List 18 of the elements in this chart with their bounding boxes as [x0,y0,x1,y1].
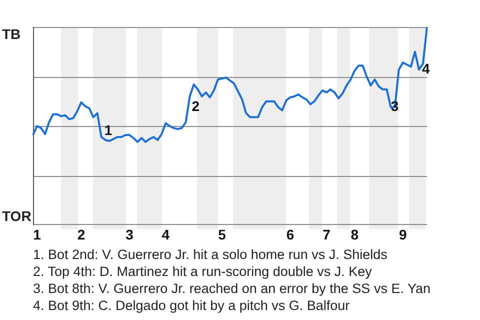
ref-line-label: TB [2,26,21,42]
x-tick-label: 8 [350,226,359,242]
annotation: 2 [192,98,200,114]
x-tick-label: 1 [33,226,42,242]
text: 1. Bot 2nd: V. Guerrero Jr. hit a solo home run vs J. Shields [33,246,388,263]
x-tick-label: 7 [322,226,331,242]
text: 4. Bot 9th: C. Delgado got hit by a pitch vs G. Balfour [33,297,351,314]
text: 3. Bot 8th: V. Guerrero Jr. reached on an error by the SS vs E. Yan [33,280,432,297]
x-tick-label: 2 [77,226,86,242]
x-tick-label: 6 [286,226,294,242]
x-tick-label: 3 [126,226,134,242]
x-tick-label: 9 [398,226,407,242]
text: 2. Top 4th: D. Martinez hit a run-scoring double vs J. Key [33,263,373,280]
x-tick-label: 4 [162,226,170,242]
annotation: 4 [422,60,430,76]
annotation: 1 [104,122,112,138]
ref-line-label: TOR [2,208,32,224]
x-tick-label: 5 [218,226,226,242]
